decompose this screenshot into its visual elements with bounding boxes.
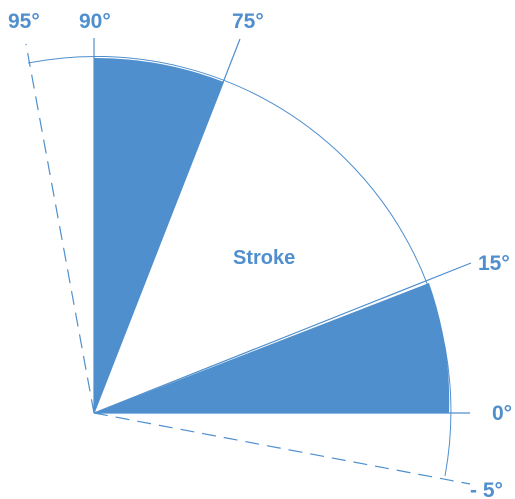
line-95-dashed [25, 43, 95, 414]
line-15 [93, 262, 472, 414]
label-95: 95° [8, 10, 40, 33]
stroke-label: Stroke [233, 247, 295, 269]
range-arc [27, 56, 452, 477]
label-90: 90° [79, 10, 111, 33]
label-15: 15° [478, 252, 510, 275]
label-neg5: - 5° [470, 479, 503, 499]
line-75 [93, 38, 241, 414]
line-neg5-dashed [93, 412, 471, 485]
label-0: 0° [492, 402, 512, 425]
label-75: 75° [232, 10, 264, 33]
sector-0-15 [94, 283, 450, 413]
sector-75-90 [94, 57, 224, 414]
